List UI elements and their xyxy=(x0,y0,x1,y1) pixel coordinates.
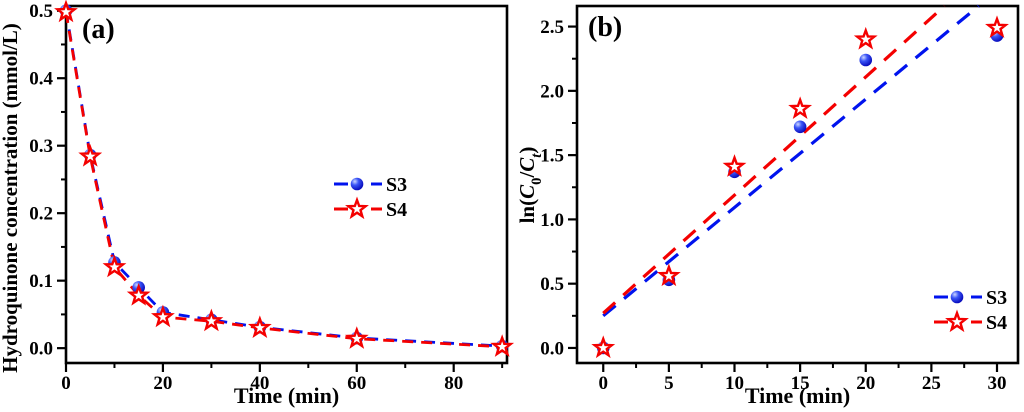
y-tick-label: 0.5 xyxy=(540,274,564,295)
y-tick-label: 2.0 xyxy=(540,81,564,102)
s4-data-point xyxy=(54,0,78,23)
s4-data-point xyxy=(102,254,127,278)
y-tick-label: 0.5 xyxy=(29,1,53,22)
legend-item-s4: S4 xyxy=(934,309,1007,334)
legend-marker-s3 xyxy=(950,290,964,304)
x-tick-label: 40 xyxy=(250,373,269,394)
s4-data-point xyxy=(344,326,369,349)
s4-data-point xyxy=(788,96,813,119)
x-tick-label: 20 xyxy=(856,373,875,394)
y-tick-label: 2.5 xyxy=(540,17,564,38)
x-tick-label: 20 xyxy=(153,373,172,394)
y-tick-label: 0.0 xyxy=(29,339,53,360)
panel-a-y-axis-label: Hydroquinone concentration (mmol/L) xyxy=(0,23,22,373)
s4-data-point xyxy=(78,143,103,167)
legend-label-s3: S3 xyxy=(986,287,1007,309)
x-tick-label: 25 xyxy=(922,373,941,394)
s4-data-point xyxy=(126,282,151,306)
x-tick-label: 80 xyxy=(444,373,463,394)
x-tick-label: 5 xyxy=(664,373,674,394)
panel-b-y-axis-label: ln(C0/Ct) xyxy=(515,147,545,224)
series-line-s3 xyxy=(64,10,503,348)
legend-item-s4: S4 xyxy=(334,196,407,221)
fit-line-s3 xyxy=(602,4,980,318)
legend-item-s3: S3 xyxy=(334,174,407,196)
s4-data-point xyxy=(722,154,747,177)
s4-data-point xyxy=(247,315,272,339)
legend-label-s4: S4 xyxy=(986,312,1007,334)
y-tick-label: 0.4 xyxy=(29,69,53,90)
y-tick-label: 1.0 xyxy=(540,210,564,231)
x-tick-label: 0 xyxy=(61,373,71,394)
legend-label-s4: S4 xyxy=(386,199,407,221)
legend-label-s3: S3 xyxy=(386,174,407,196)
panel-a-frame xyxy=(64,4,509,365)
x-tick-label: 60 xyxy=(347,373,366,394)
panel-a-letter: (a) xyxy=(82,14,115,45)
s4-data-point xyxy=(853,26,878,50)
s4-data-point xyxy=(199,308,224,332)
y-tick-label: 0.2 xyxy=(29,204,53,225)
panel-b-x-axis-label: Time (min) xyxy=(745,383,850,408)
x-tick-label: 30 xyxy=(988,373,1007,394)
legend-marker-s4 xyxy=(945,309,969,333)
legend-marker-s4 xyxy=(345,196,369,220)
panel-a: 0 20 40 60 80 0.0 0.1 0.2 0.3 0.4 0.5 (a) Time (min)… xyxy=(0,0,515,408)
series-line-s4 xyxy=(64,11,503,349)
y-tick-label: 0.3 xyxy=(29,136,53,157)
s4-data-point xyxy=(151,304,175,328)
s4-data-point xyxy=(591,335,616,359)
s3-data-point xyxy=(793,120,807,134)
fit-line-s4 xyxy=(602,4,946,315)
x-tick-label: 10 xyxy=(725,373,744,394)
s4-data-point xyxy=(490,334,515,357)
s4-data-point xyxy=(656,263,681,287)
legend-item-s3: S3 xyxy=(934,287,1007,309)
y-tick-label: 1.5 xyxy=(540,146,564,167)
y-tick-label: 0.1 xyxy=(29,271,53,292)
panel-b-frame xyxy=(575,4,1020,365)
panel-b-letter: (b) xyxy=(588,12,622,43)
panel-a-x-axis-label: Time (min) xyxy=(234,383,339,408)
panel-b: 0 5 10 15 20 25 30 0.0 0.5 1.0 1.5 2.0 2.5 (b) Time (m… xyxy=(515,4,1020,408)
legend-marker-s3 xyxy=(350,177,364,191)
x-tick-label: 15 xyxy=(791,373,810,394)
s3-data-point xyxy=(859,53,873,67)
y-tick-label: 0.0 xyxy=(540,338,564,359)
s4-data-point xyxy=(985,15,1009,38)
x-tick-label: 0 xyxy=(599,373,609,394)
